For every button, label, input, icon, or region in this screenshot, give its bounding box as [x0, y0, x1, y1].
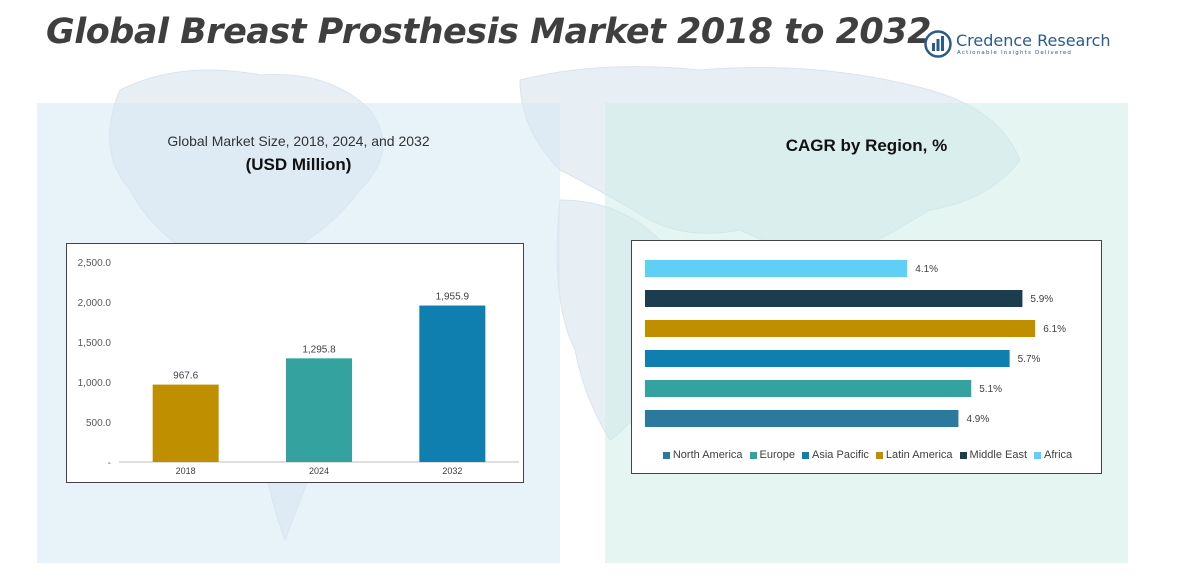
- bar-latin-america: [645, 320, 1036, 337]
- cagr-chart-frame: 4.1% 5.9% 6.1% 5.7% 5.1% 4.9% North America Eu…: [631, 240, 1102, 474]
- bar-2032: [419, 305, 486, 462]
- market-size-unit: (USD Million): [245, 155, 352, 174]
- legend-label: Africa: [1044, 449, 1073, 461]
- x-tick-label: 2032: [442, 466, 462, 476]
- legend-item: Latin America: [875, 449, 953, 461]
- x-tick-label: 2024: [309, 466, 329, 476]
- y-tick-label: 2,500.0: [78, 258, 112, 269]
- legend-swatch: [1034, 451, 1042, 459]
- legend-item: Middle East: [959, 449, 1028, 461]
- legend-label: Middle East: [969, 449, 1028, 461]
- x-tick-label: 2018: [176, 466, 196, 476]
- data-label: 1,295.8: [302, 344, 336, 355]
- data-label: 4.1%: [915, 264, 938, 275]
- legend-label: Asia Pacific: [812, 449, 869, 461]
- legend-label: North America: [672, 449, 743, 461]
- bar-2018: [152, 384, 219, 462]
- legend-swatch: [875, 451, 883, 459]
- data-label: 1,955.9: [436, 292, 470, 303]
- legend-swatch: [802, 451, 810, 459]
- legend-label: Europe: [759, 449, 796, 461]
- y-tick-label: 1,000.0: [78, 378, 112, 389]
- bar-2024: [286, 358, 352, 462]
- cagr-panel: CAGR by Region, % 4.1% 5.9% 6.1% 5.7% 5.1% 4.…: [605, 103, 1128, 563]
- bar-asia-pacific: [645, 350, 1010, 367]
- legend-item: Asia Pacific: [802, 449, 869, 461]
- bar-africa: [645, 260, 908, 277]
- logo-tagline: Actionable Insights Delivered: [957, 50, 1073, 56]
- market-size-subtitle: Global Market Size, 2018, 2024, and 2032: [167, 133, 430, 149]
- legend-swatch: [959, 451, 967, 459]
- data-label: 5.7%: [1018, 354, 1041, 365]
- credence-research-logo[interactable]: Credence Research Actionable Insights De…: [924, 30, 1111, 62]
- legend-item: Europe: [749, 449, 796, 461]
- legend-swatch: [662, 451, 670, 459]
- data-label: 5.1%: [979, 384, 1002, 395]
- y-tick-label: 2,000.0: [78, 298, 112, 309]
- bar-chart-circle-icon: [924, 30, 952, 58]
- bar-north-america: [645, 410, 959, 427]
- legend-item: North America: [662, 449, 743, 461]
- market-size-panel: Global Market Size, 2018, 2024, and 2032…: [37, 103, 560, 563]
- cagr-bar-chart: 4.1% 5.9% 6.1% 5.7% 5.1% 4.9%: [645, 260, 1066, 427]
- page-title: Global Breast Prosthesis Market 2018 to …: [46, 12, 931, 52]
- y-tick-label: 500.0: [86, 418, 111, 429]
- bar-middle-east: [645, 290, 1023, 307]
- cagr-title: CAGR by Region, %: [785, 136, 948, 155]
- legend-label: Latin America: [885, 449, 953, 461]
- bar-europe: [645, 380, 972, 397]
- market-size-chart-frame: - 500.0 1,000.0 1,500.0 2,000.0 2,500.0 967.6 2…: [66, 243, 524, 483]
- legend-item: Africa: [1034, 449, 1072, 461]
- data-label: 6.1%: [1043, 324, 1066, 335]
- data-label: 4.9%: [966, 414, 989, 425]
- data-label: 5.9%: [1030, 294, 1053, 305]
- legend-swatch: [749, 451, 757, 459]
- data-label: 967.6: [173, 371, 198, 382]
- market-size-bar-chart: - 500.0 1,000.0 1,500.0 2,000.0 2,500.0 967.6 2…: [78, 258, 519, 476]
- y-tick-label: -: [108, 458, 111, 469]
- cagr-legend: North America Europe Asia Pacific Latin Ame…: [632, 449, 1103, 461]
- y-tick-label: 1,500.0: [78, 338, 112, 349]
- logo-name: Credence Research: [956, 31, 1111, 50]
